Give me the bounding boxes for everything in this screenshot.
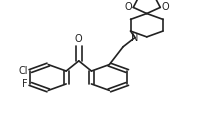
Text: O: O: [75, 34, 83, 44]
Text: O: O: [161, 2, 169, 12]
Text: Cl: Cl: [19, 66, 28, 76]
Text: O: O: [125, 2, 132, 12]
Text: N: N: [131, 32, 139, 43]
Text: F: F: [22, 79, 28, 89]
